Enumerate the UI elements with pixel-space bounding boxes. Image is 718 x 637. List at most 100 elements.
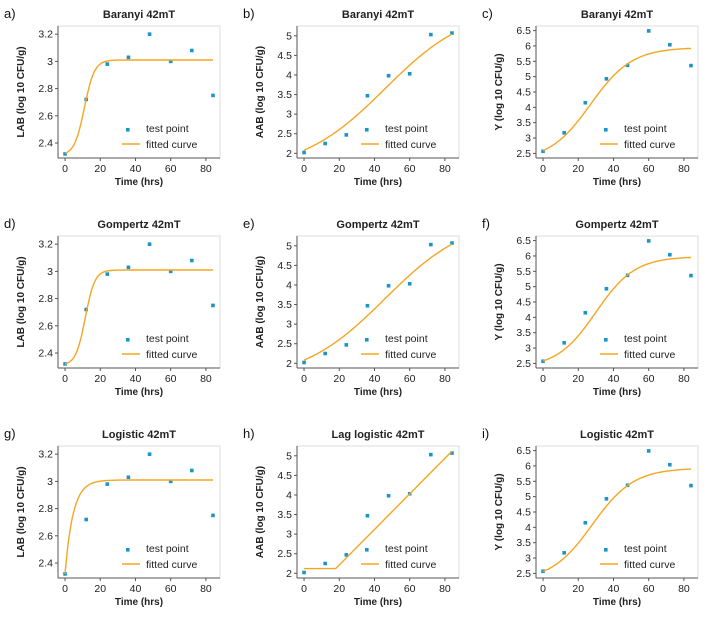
y-tick-label: 3.2 (38, 29, 53, 41)
panel-label: h) (243, 426, 255, 441)
test-point (646, 449, 651, 453)
test-point (541, 359, 545, 364)
y-tick-label: 4 (286, 279, 292, 291)
y-tick-label: 2.8 (38, 293, 53, 305)
x-tick-label: 40 (608, 373, 620, 385)
test-point (689, 63, 693, 68)
test-point (147, 32, 152, 36)
y-tick-label: 6 (525, 250, 531, 262)
legend-label-points: test point (146, 123, 189, 135)
x-tick-label: 0 (62, 583, 68, 595)
panel-c: c) Baranyi 42mT 2.5 3 3.5 4 4.5 5 5.5 6 6.5 0 20 40 60… (482, 6, 699, 188)
y-axis-label: LAB (log 10 CFU/g) (16, 466, 27, 557)
x-tick-label: 40 (369, 373, 381, 385)
legend-label-curve: fitted curve (624, 349, 676, 361)
test-point (84, 517, 88, 522)
y-axis-label: AAB (log 10 CFU/g) (255, 46, 266, 138)
x-tick-label: 20 (333, 583, 345, 595)
test-point (450, 451, 454, 455)
x-tick-label: 60 (404, 583, 416, 595)
fitted-curve-line (304, 450, 453, 570)
x-tick-label: 20 (94, 373, 106, 385)
test-point (386, 73, 391, 78)
fitted-curve-line (542, 47, 691, 152)
x-tick-label: 40 (608, 583, 620, 595)
test-point (407, 71, 412, 76)
test-point (407, 281, 412, 286)
x-tick-label: 40 (130, 583, 142, 595)
y-axis-label: LAB (log 10 CFU/g) (16, 256, 27, 347)
y-tick-label: 6 (525, 40, 531, 52)
test-point (126, 55, 131, 60)
y-tick-label: 4 (286, 489, 292, 501)
panel-a: a) Baranyi 42mT 2.4 2.6 2.8 3 3.2 0 20 40 60 80 Time… (4, 6, 221, 188)
y-tick-label: 3.2 (38, 449, 53, 461)
y-tick-label: 3.5 (516, 537, 531, 549)
test-point (147, 242, 152, 246)
legend-label-curve: fitted curve (624, 559, 676, 571)
test-point (147, 452, 152, 456)
test-point (105, 62, 110, 66)
test-point (604, 497, 609, 501)
chart-title: Gompertz 42mT (575, 219, 658, 231)
fitted-curve-line (64, 269, 213, 365)
panel-d: d) Gompertz 42mT 2.4 2.6 2.8 3 3.2 0 20 40 60 80 Tim… (4, 216, 221, 398)
legend-marker-points (365, 128, 369, 132)
x-tick-label: 60 (404, 163, 416, 175)
y-tick-label: 5 (525, 71, 531, 83)
test-point (211, 513, 215, 518)
y-tick-label: 3 (286, 319, 292, 331)
y-axis-label: Y (log 10 CFU/g) (494, 263, 505, 340)
y-tick-label: 3.2 (38, 239, 53, 251)
x-tick-label: 0 (301, 583, 307, 595)
x-tick-label: 60 (643, 163, 655, 175)
legend-marker-points (604, 338, 608, 342)
test-point (190, 258, 194, 263)
test-point (386, 493, 391, 498)
x-tick-label: 80 (678, 373, 690, 385)
x-axis-label: Time (hrs) (115, 177, 163, 188)
panel-label: f) (482, 216, 490, 231)
chart-title: Baranyi 42mT (103, 9, 175, 21)
test-point (689, 273, 693, 278)
y-tick-label: 3 (286, 529, 292, 541)
y-tick-label: 2 (286, 148, 292, 160)
test-point (323, 561, 327, 566)
y-tick-label: 4.5 (277, 470, 292, 482)
test-point (105, 482, 110, 486)
test-point (190, 468, 194, 473)
y-tick-label: 5 (525, 281, 531, 293)
x-tick-label: 60 (643, 583, 655, 595)
y-tick-label: 3 (525, 133, 531, 145)
y-tick-label: 4.5 (277, 260, 292, 272)
y-tick-label: 5 (286, 450, 292, 462)
y-tick-label: 5 (286, 30, 292, 42)
x-axis-label: Time (hrs) (593, 177, 641, 188)
test-point (646, 239, 651, 243)
test-point (668, 42, 672, 47)
y-tick-label: 4 (525, 102, 531, 114)
test-point (583, 310, 588, 315)
y-tick-label: 3 (525, 343, 531, 355)
y-tick-label: 3.5 (516, 327, 531, 339)
x-axis-label: Time (hrs) (354, 597, 402, 608)
y-tick-label: 2 (286, 568, 292, 580)
legend-label-curve: fitted curve (146, 559, 198, 571)
y-axis-label: Y (log 10 CFU/g) (494, 473, 505, 550)
y-tick-label: 3.5 (277, 89, 292, 101)
panel-f: f) Gompertz 42mT 2.5 3 3.5 4 4.5 5 5.5 6 6.5 0 20 40 6… (482, 216, 699, 398)
y-tick-label: 4 (286, 69, 292, 81)
y-tick-label: 2.8 (38, 83, 53, 95)
y-tick-label: 3 (47, 476, 53, 488)
legend-marker-points (126, 128, 130, 132)
legend-marker-points (126, 338, 130, 342)
test-point (168, 59, 173, 64)
legend-marker-points (604, 548, 608, 552)
y-tick-label: 2.5 (516, 148, 531, 160)
test-point (63, 152, 67, 156)
test-point (302, 570, 306, 575)
x-tick-label: 60 (165, 373, 177, 385)
x-tick-label: 0 (301, 163, 307, 175)
test-point (429, 452, 433, 457)
